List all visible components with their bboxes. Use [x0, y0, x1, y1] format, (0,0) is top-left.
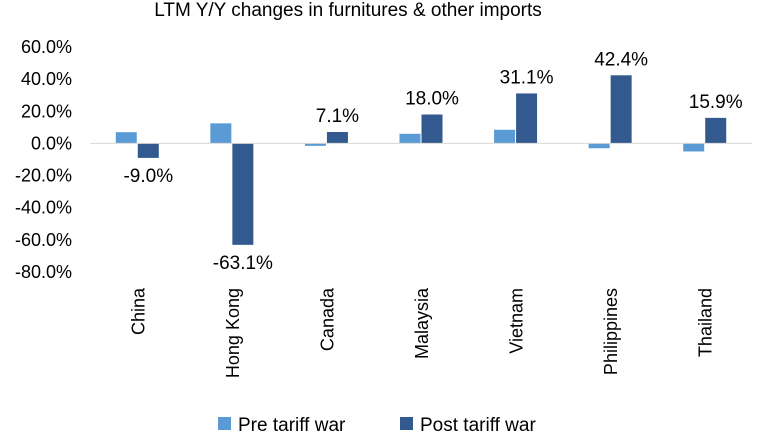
data-label: 7.1%: [316, 106, 359, 127]
y-tick-label: 40.0%: [21, 69, 72, 89]
bar-pre-hong-kong: [210, 123, 232, 144]
bar-post-thailand: [705, 117, 727, 144]
bar-pre-canada: [304, 143, 326, 146]
bar-pre-philippines: [588, 143, 610, 149]
y-tick-label: -60.0%: [15, 230, 72, 250]
bar-pre-china: [115, 132, 137, 144]
y-tick-label: 20.0%: [21, 101, 72, 121]
data-label: 31.1%: [500, 67, 554, 88]
bar-post-hong-kong: [232, 143, 254, 245]
y-axis: 60.0% 40.0% 20.0% 0.0% -20.0% -40.0% -60.0% -80…: [15, 37, 72, 282]
data-label: 42.4%: [594, 49, 648, 70]
data-label: 15.9%: [689, 92, 743, 113]
legend-label: Post tariff war: [420, 415, 536, 436]
bar-post-malaysia: [421, 114, 443, 144]
x-category-label: Canada: [317, 287, 337, 351]
x-category-label: Vietnam: [507, 288, 527, 354]
legend: Pre tariff war Post tariff war: [218, 415, 536, 436]
bar-post-canada: [326, 132, 348, 144]
bar-post-vietnam: [516, 93, 538, 144]
bar-post-philippines: [610, 75, 632, 144]
legend-label: Pre tariff war: [238, 415, 346, 436]
y-tick-label: 60.0%: [21, 37, 72, 57]
bar-post-china: [137, 143, 159, 158]
data-label: -63.1%: [213, 253, 273, 274]
y-tick-label: -20.0%: [15, 166, 72, 186]
y-tick-label: 0.0%: [31, 133, 72, 153]
x-category-label: Malaysia: [412, 287, 432, 359]
x-category-label: China: [128, 287, 148, 335]
x-category-label: Philippines: [601, 288, 621, 375]
bar-pre-vietnam: [494, 129, 516, 144]
data-labels: -9.0% -63.1% 7.1% 18.0% 31.1% 42.4% 15.9%: [123, 49, 742, 274]
data-label: -9.0%: [123, 166, 173, 187]
y-tick-label: -40.0%: [15, 198, 72, 218]
bar-pre-malaysia: [399, 133, 421, 144]
bar-pre-thailand: [683, 143, 705, 152]
legend-swatch: [400, 417, 413, 430]
x-category-label: Thailand: [696, 288, 716, 357]
y-tick-label: -80.0%: [15, 262, 72, 282]
data-label: 18.0%: [405, 89, 459, 110]
chart-title: LTM Y/Y changes in furnitures & other im…: [154, 0, 542, 21]
x-axis: China Hong Kong Canada Malaysia Vietnam Phili…: [128, 287, 715, 378]
x-category-label: Hong Kong: [223, 288, 243, 378]
legend-swatch: [218, 417, 231, 430]
bars: [115, 75, 727, 245]
